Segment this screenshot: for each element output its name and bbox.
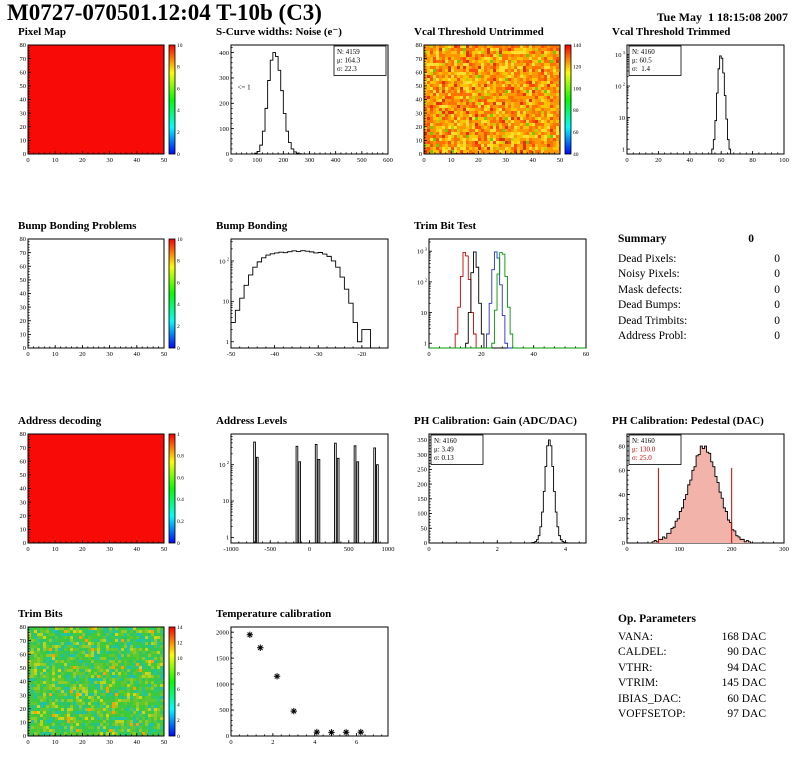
trim-bit-test-title: Trim Bit Test	[414, 220, 477, 232]
panel-address-decoding: Address decoding	[6, 415, 202, 561]
summary-row-value: 0	[774, 268, 780, 280]
panel-bump-bonding: Bump Bonding	[204, 220, 400, 366]
op-row-label: VOFFSETOP:	[618, 708, 686, 720]
ph-gain-title: PH Calibration: Gain (ADC/DAC)	[414, 415, 577, 427]
op-row-label: VANA:	[618, 630, 653, 643]
trim-bit-test-plot	[402, 234, 594, 362]
bump-bonding-plot	[204, 234, 396, 362]
op-row-value: 90 DAC	[727, 646, 766, 658]
panel-trim-bit-test: Trim Bit Test	[402, 220, 598, 366]
trim-bits-title: Trim Bits	[18, 608, 63, 620]
panel-temperature: Temperature calibration	[204, 608, 400, 754]
scurve-noise-plot	[204, 40, 396, 168]
vcal-untrimmed-title: Vcal Threshold Untrimmed	[414, 26, 544, 38]
summary-row-label: Dead Trimbits:	[618, 314, 688, 327]
op-row: VANA: 168 DAC	[618, 630, 766, 646]
summary-row-value: 0	[774, 299, 780, 311]
panel-pixel-map: Pixel Map	[6, 26, 202, 172]
panel-vcal-untrimmed: Vcal Threshold Untrimmed	[402, 26, 598, 172]
op-row-label: VTRIM:	[618, 677, 659, 689]
op-row: VTRIM: 145 DAC	[618, 676, 766, 692]
address-levels-plot	[204, 429, 396, 557]
ph-pedestal-title: PH Calibration: Pedestal (DAC)	[612, 415, 764, 427]
op-row-value: 97 DAC	[727, 708, 766, 720]
temperature-plot	[204, 622, 396, 750]
panel-ph-pedestal: PH Calibration: Pedestal (DAC)	[600, 415, 796, 561]
trim-bits-plot	[6, 622, 198, 750]
summary-row: Dead Pixels: 0	[618, 252, 780, 268]
summary-title: Summary	[618, 233, 667, 245]
bump-problems-plot	[6, 234, 198, 362]
panel-vcal-trimmed: Vcal Threshold Trimmed	[600, 26, 796, 172]
summary-row-value: 0	[774, 283, 780, 296]
op-row-value: 145 DAC	[721, 677, 766, 689]
temperature-title: Temperature calibration	[216, 608, 332, 620]
op-row-label: IBIAS_DAC:	[618, 692, 682, 705]
summary-row-value: 0	[774, 314, 780, 327]
scurve-noise-title: S-Curve widths: Noise (e⁻)	[216, 26, 342, 38]
panel-bump-problems: Bump Bonding Problems	[6, 220, 202, 366]
op-row-label: VTHR:	[618, 661, 653, 674]
summary-row: Noisy Pixels: 0	[618, 267, 780, 283]
bump-bonding-title: Bump Bonding	[216, 220, 288, 232]
panel-address-levels: Address Levels	[204, 415, 400, 561]
vcal-trimmed-title: Vcal Threshold Trimmed	[612, 26, 731, 38]
summary-row-value: 0	[774, 330, 780, 342]
op-parameters-header: Op. Parameters	[618, 612, 766, 628]
summary-row-label: Dead Pixels:	[618, 252, 677, 265]
op-row-value: 60 DAC	[727, 692, 766, 705]
summary-header: Summary 0	[618, 232, 780, 248]
op-row: CALDEL: 90 DAC	[618, 645, 766, 661]
vcal-untrimmed-plot	[402, 40, 594, 168]
op-row: VTHR: 94 DAC	[618, 661, 766, 677]
op-row-label: CALDEL:	[618, 646, 667, 658]
page-title: M0727-070501.12:04 T-10b (C3)	[7, 0, 322, 25]
summary-block: Summary 0 Dead Pixels: 0 Noisy Pixels: 0 M…	[618, 232, 780, 345]
op-parameters-block: Op. Parameters VANA: 168 DAC CALDEL: 90 DA…	[618, 612, 766, 723]
op-row-value: 94 DAC	[727, 661, 766, 674]
summary-row: Address Probl: 0	[618, 329, 780, 345]
pixel-map-title: Pixel Map	[18, 26, 66, 38]
panel-ph-gain: PH Calibration: Gain (ADC/DAC)	[402, 415, 598, 561]
op-row-value: 168 DAC	[721, 630, 766, 643]
address-levels-title: Address Levels	[216, 415, 287, 427]
summary-row-label: Mask defects:	[618, 283, 683, 296]
summary-row-label: Noisy Pixels:	[618, 268, 680, 280]
op-row: VOFFSETOP: 97 DAC	[618, 707, 766, 723]
summary-row-value: 0	[774, 252, 780, 265]
summary-row-label: Dead Bumps:	[618, 299, 681, 311]
summary-row: Dead Trimbits: 0	[618, 314, 780, 330]
panel-scurve-noise: S-Curve widths: Noise (e⁻)	[204, 26, 400, 172]
pixel-map-plot	[6, 40, 198, 168]
bump-problems-title: Bump Bonding Problems	[18, 220, 137, 232]
address-decoding-plot	[6, 429, 198, 557]
ph-pedestal-plot	[600, 429, 792, 557]
panel-trim-bits: Trim Bits	[6, 608, 202, 754]
timestamp: Tue May 1 18:15:08 2007	[656, 10, 788, 24]
vcal-trimmed-plot	[600, 40, 792, 168]
summary-row: Mask defects: 0	[618, 283, 780, 299]
summary-row: Dead Bumps: 0	[618, 298, 780, 314]
op-parameters-title: Op. Parameters	[618, 613, 696, 625]
op-row: IBIAS_DAC: 60 DAC	[618, 692, 766, 708]
summary-row-label: Address Probl:	[618, 330, 687, 342]
ph-gain-plot	[402, 429, 594, 557]
address-decoding-title: Address decoding	[18, 415, 102, 427]
summary-total: 0	[748, 233, 754, 245]
